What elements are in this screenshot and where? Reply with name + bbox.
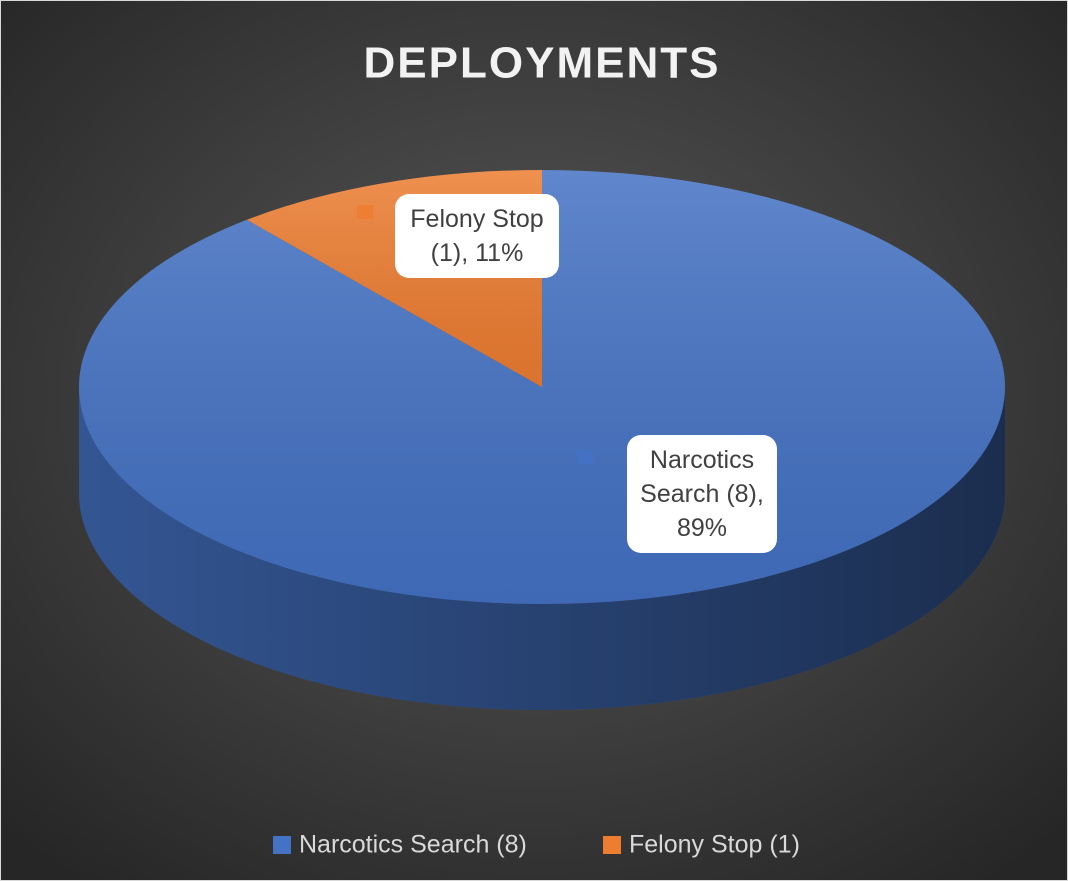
label-key: [357, 205, 373, 219]
legend-label: Narcotics Search (8): [299, 831, 527, 859]
label-key: [577, 450, 593, 464]
pie-side-shade: [79, 387, 1005, 710]
legend-swatch: [273, 836, 291, 854]
data-label: Narcotics Search (8), 89%: [627, 435, 777, 553]
legend-label: Felony Stop (1): [629, 831, 800, 859]
chart-title: DEPLOYMENTS: [364, 39, 721, 88]
data-label: Felony Stop (1), 11%: [395, 194, 559, 278]
legend-swatch: [603, 836, 621, 854]
